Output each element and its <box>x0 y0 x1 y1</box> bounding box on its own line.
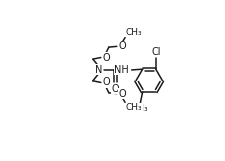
Text: CH₃: CH₃ <box>125 103 142 112</box>
Text: O: O <box>102 52 110 62</box>
Text: NH: NH <box>114 65 129 75</box>
Text: CH₃: CH₃ <box>125 28 142 37</box>
Text: O: O <box>112 84 119 94</box>
Text: Cl: Cl <box>151 47 161 57</box>
Text: O: O <box>102 77 110 87</box>
Text: O: O <box>118 89 126 99</box>
Text: N: N <box>95 65 102 75</box>
Text: O: O <box>118 41 126 51</box>
Text: CH₃: CH₃ <box>132 104 148 114</box>
